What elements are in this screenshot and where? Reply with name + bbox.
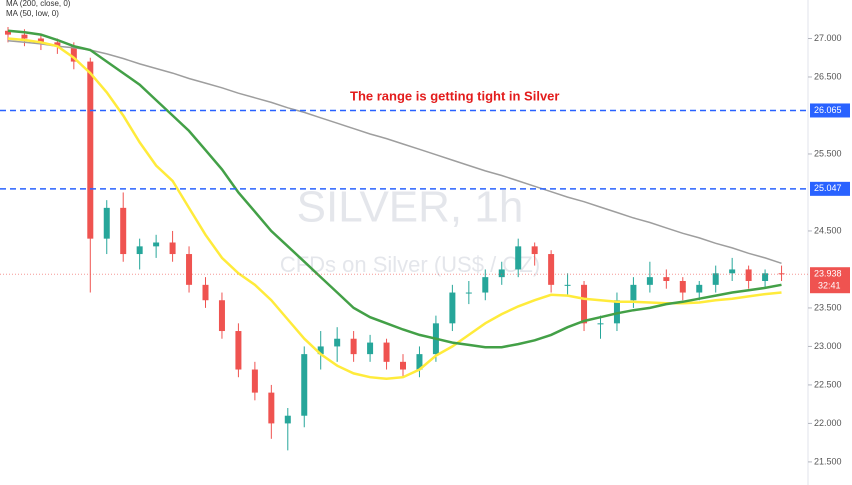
candle-body xyxy=(498,269,505,278)
candle-body xyxy=(301,354,308,416)
candle-body xyxy=(202,284,209,301)
candle-body xyxy=(745,269,752,281)
candle-body xyxy=(169,242,176,255)
last-price-box xyxy=(810,267,850,294)
y-tick-label: 27.000 xyxy=(814,33,842,43)
candle-body xyxy=(284,415,291,424)
candle-body xyxy=(136,246,143,255)
countdown-label: 32:41 xyxy=(818,281,841,291)
candle-body xyxy=(153,242,160,247)
candle-body xyxy=(268,392,275,424)
candle-body xyxy=(400,361,406,370)
candle-body xyxy=(679,280,686,293)
candle-body xyxy=(54,42,61,47)
candle-body xyxy=(613,300,620,324)
candle-body xyxy=(696,284,703,293)
y-tick-label: 23.000 xyxy=(814,341,842,351)
candle-body xyxy=(465,292,472,294)
candle-body xyxy=(646,277,653,285)
y-tick-label: 23.500 xyxy=(814,302,842,312)
candle-body xyxy=(630,284,637,301)
moving-average-line xyxy=(7,29,782,349)
level-label-box xyxy=(810,103,850,118)
y-tick-label: 22.000 xyxy=(814,418,842,428)
candle-body xyxy=(235,331,242,370)
annotation: The range is getting tight in Silver xyxy=(350,88,559,103)
level-label-box xyxy=(810,181,850,196)
watermark-title: SILVER, 1h xyxy=(297,183,524,232)
candle-body xyxy=(548,254,555,285)
candle-body xyxy=(482,277,489,293)
legend-entry: MA (200, close, 0) xyxy=(6,0,71,8)
level-label: 26.065 xyxy=(814,105,842,115)
candle-body xyxy=(778,273,785,275)
candle-body xyxy=(186,254,193,285)
watermark-subtitle: CFDs on Silver (US$ / OZ) xyxy=(280,252,540,277)
y-tick-label: 26.500 xyxy=(814,71,842,81)
candle-body xyxy=(531,246,538,255)
last-price-label: 23.938 xyxy=(814,269,842,279)
candle-body xyxy=(663,277,670,281)
candle-body xyxy=(729,269,736,274)
candle-body xyxy=(218,300,225,332)
candle-body xyxy=(597,323,604,325)
candle-body xyxy=(581,284,588,324)
candle-body xyxy=(712,273,719,285)
y-tick-label: 21.500 xyxy=(814,456,842,466)
candle-body xyxy=(251,369,258,393)
level-label: 25.047 xyxy=(814,183,842,193)
y-tick-label: 24.500 xyxy=(814,225,842,235)
y-tick-label: 22.500 xyxy=(814,379,842,389)
candle-body xyxy=(762,273,769,281)
candle-body xyxy=(21,34,28,39)
candle-body xyxy=(367,342,374,355)
candle-body xyxy=(120,207,127,255)
candle-body xyxy=(334,338,341,347)
candle-body xyxy=(350,338,357,355)
candle-body xyxy=(37,38,44,43)
moving-average-line xyxy=(7,37,782,381)
candle-body xyxy=(383,342,390,362)
candle-body xyxy=(103,207,110,239)
candle-body xyxy=(317,346,324,355)
legend-entry: MA (50, low, 0) xyxy=(6,9,59,18)
moving-average-line xyxy=(7,40,782,265)
candle-body xyxy=(515,246,522,270)
candle-body xyxy=(564,284,571,286)
candle-body xyxy=(70,46,77,62)
candle-body xyxy=(416,354,423,370)
candle-body xyxy=(449,292,456,324)
candle-body xyxy=(87,61,94,239)
y-tick-label: 25.500 xyxy=(814,148,842,158)
candle-body xyxy=(5,30,11,35)
